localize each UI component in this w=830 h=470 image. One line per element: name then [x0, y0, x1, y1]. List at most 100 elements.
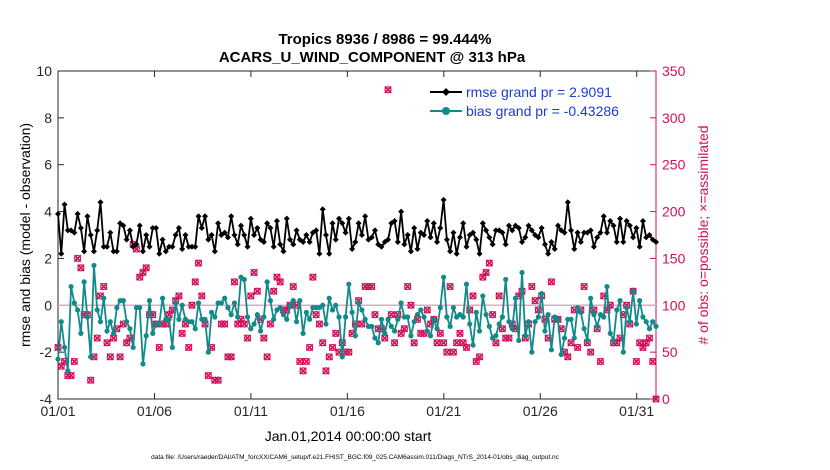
bias-point	[293, 319, 300, 325]
rmse-point	[94, 227, 101, 234]
rmse-point	[620, 239, 627, 246]
y-tick-label-right: 150	[662, 250, 686, 266]
y-tick-label-left: 10	[36, 63, 52, 79]
obs-possible-marker	[312, 311, 320, 319]
bias-point	[653, 323, 659, 329]
bias-point	[650, 319, 656, 325]
bias-point	[519, 269, 525, 276]
rmse-point	[149, 224, 156, 231]
bias-point	[584, 337, 590, 344]
obs-possible-marker	[456, 329, 464, 337]
rmse-point	[77, 224, 84, 231]
rmse-point	[407, 248, 414, 255]
obs-possible-marker	[273, 273, 281, 281]
obs-assimilated-marker	[652, 395, 660, 403]
bias-point	[444, 314, 450, 320]
rmse-point	[322, 232, 329, 238]
rmse-point	[483, 227, 490, 234]
obs-assimilated-marker	[573, 343, 582, 352]
bias-point	[516, 337, 522, 344]
obs-assimilated-marker	[580, 282, 588, 291]
obs-assimilated-marker	[299, 367, 307, 375]
bias-point	[581, 326, 587, 332]
obs-possible-marker	[596, 357, 605, 366]
bias-point	[192, 326, 198, 332]
rmse-point	[267, 224, 274, 231]
obs-assimilated-marker	[469, 292, 477, 300]
obs-possible-marker	[74, 254, 82, 263]
obs-assimilated-marker	[318, 339, 327, 347]
obs-possible-marker	[253, 287, 261, 295]
obs-assimilated-marker	[485, 259, 494, 267]
bias-point	[617, 298, 623, 304]
bias-point	[130, 344, 136, 351]
rmse-point	[568, 227, 575, 234]
obs-possible-marker	[116, 353, 124, 361]
rmse-point	[100, 243, 107, 250]
obs-assimilated-marker	[103, 339, 111, 347]
rmse-point	[280, 248, 287, 255]
obs-possible-marker	[485, 259, 493, 267]
y-tick-label-right: 350	[662, 63, 686, 79]
rmse-point	[126, 227, 133, 234]
obs-possible-marker	[243, 334, 252, 342]
obs-possible-marker	[652, 395, 660, 403]
rmse-point	[120, 222, 127, 229]
legend-bias-marker	[442, 107, 450, 115]
obs-assimilated-marker	[247, 292, 255, 300]
rmse-point	[414, 246, 421, 253]
rmse-point	[287, 236, 294, 243]
bias-point	[646, 326, 653, 332]
bias-point	[140, 361, 146, 367]
obs-assimilated-marker	[407, 301, 415, 310]
obs-assimilated-marker	[194, 259, 203, 267]
rmse-point	[613, 239, 620, 246]
obs-assimilated-marker	[596, 357, 605, 366]
rmse-point	[358, 232, 365, 238]
obs-possible-marker	[198, 292, 206, 300]
obs-possible-marker	[289, 282, 297, 291]
rmse-point	[175, 224, 182, 231]
bias-point	[607, 330, 613, 336]
rmse-point	[522, 234, 529, 241]
rmse-point	[479, 220, 486, 227]
rmse-point	[71, 229, 78, 236]
bias-point	[539, 290, 545, 297]
bias-point	[124, 319, 130, 325]
obs-assimilated-marker	[449, 348, 458, 356]
rmse-point	[391, 217, 398, 224]
rmse-point	[202, 213, 209, 220]
obs-assimilated-marker	[227, 353, 235, 361]
x-tick-label: 01/31	[619, 403, 654, 419]
bias-point	[287, 302, 293, 308]
rmse-point	[87, 232, 94, 238]
obs-possible-marker	[325, 353, 333, 361]
bias-point	[303, 309, 309, 315]
rmse-point	[208, 232, 215, 238]
bias-point	[264, 279, 270, 285]
obs-possible-marker	[498, 325, 507, 333]
obs-assimilated-marker	[116, 353, 124, 361]
rmse-point	[424, 217, 431, 224]
obs-assimilated-marker	[436, 329, 445, 338]
rmse-point	[143, 232, 150, 238]
obs-possible-marker	[178, 329, 186, 337]
rmse-point	[401, 241, 408, 248]
rmse-point	[633, 224, 640, 231]
obs-possible-marker	[139, 268, 147, 277]
obs-assimilated-marker	[381, 334, 389, 342]
rmse-point	[224, 234, 231, 241]
bias-point	[532, 319, 538, 325]
bias-point	[450, 305, 456, 311]
rmse-point	[84, 213, 91, 220]
obs-possible-marker	[466, 306, 474, 314]
rmse-point	[332, 236, 339, 243]
bias-point	[460, 314, 466, 320]
bias-point	[248, 326, 254, 332]
bias-point	[509, 326, 515, 332]
rmse-point	[349, 246, 356, 253]
obs-assimilated-marker	[528, 282, 536, 291]
obs-possible-marker	[247, 292, 255, 300]
obs-assimilated-marker	[322, 367, 330, 375]
